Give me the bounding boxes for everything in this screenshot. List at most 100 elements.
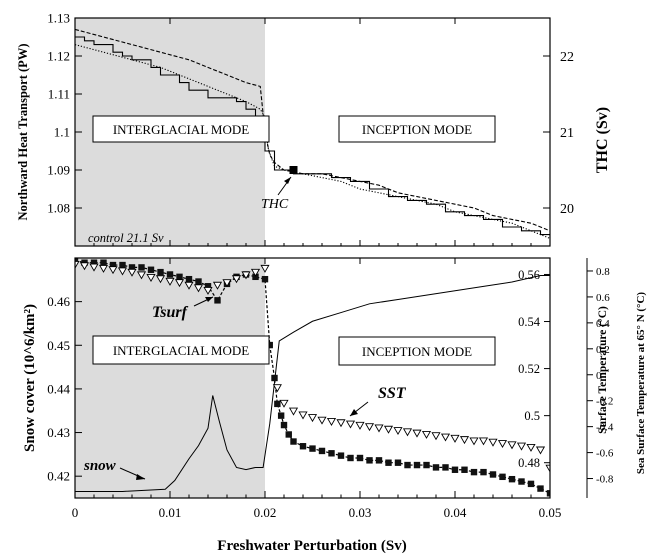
- sst-point-33: [383, 425, 394, 434]
- tsurf-point-10: [166, 271, 174, 278]
- top-left-tick-label-1: 1.09: [47, 163, 70, 178]
- sst-point-2: [89, 263, 99, 272]
- interglacial-mode-label-top: INTERGLACIAL MODE: [113, 122, 249, 137]
- sst-point-45: [497, 440, 508, 449]
- inception-mode-box-top: [338, 115, 496, 143]
- bottom-y3-tick-label-0: -0.8: [596, 474, 614, 486]
- tsurf-point-44: [451, 466, 459, 473]
- interglacial-mode-label-bottom: INTERGLACIAL MODE: [113, 343, 249, 358]
- tsurf-point-35: [366, 457, 373, 464]
- snow-line: [75, 274, 550, 492]
- x-tick-label-0: 0: [72, 505, 79, 520]
- sst-point-40: [450, 434, 460, 443]
- sst-point-42: [469, 437, 479, 446]
- tsurf-point-47: [480, 468, 487, 476]
- top-series-line-1: [75, 28, 550, 232]
- sst-point-29: [345, 420, 356, 429]
- sst-point-43: [478, 437, 489, 446]
- thc-annotation: THC: [261, 197, 289, 212]
- tsurf-arrowhead: [205, 297, 213, 302]
- sst-point-28: [336, 419, 346, 428]
- interglacial-mode-box-top: [92, 115, 270, 143]
- thc-arrowhead: [284, 177, 291, 184]
- bottom-y3-tick-label-8: 0.8: [596, 266, 610, 278]
- tsurf-point-5: [119, 261, 126, 269]
- tsurf-annotation: Tsurf: [152, 304, 189, 321]
- sst-point-9: [155, 275, 166, 284]
- top-right-tick-label-1: 21: [560, 126, 574, 141]
- top-left-axis-title: Northward Heat Transport (PW): [16, 44, 30, 221]
- tsurf-point-21: [266, 341, 273, 349]
- tsurf-point-15: [214, 297, 221, 304]
- bottom-y3-tick-label-7: 0.6: [596, 292, 610, 304]
- sst-point-7: [136, 271, 147, 280]
- snow-annotation: snow: [83, 458, 117, 474]
- inception-mode-label-top: INCEPTION MODE: [362, 122, 472, 137]
- tsurf-point-34: [356, 454, 364, 462]
- sst-point-48: [526, 443, 536, 452]
- tsurf-point-29: [309, 445, 316, 452]
- sst-point-41: [459, 436, 470, 445]
- x-tick-label-3: 0.03: [349, 505, 372, 520]
- bottom-left-axis-title: Snow cover (10^6/km²): [22, 304, 38, 452]
- top-right-tick-label-2: 22: [560, 50, 574, 65]
- tsurf-point-33: [347, 454, 354, 462]
- sst-point-25: [307, 414, 318, 423]
- x-axis-title: Freshwater Perturbation (Sv): [217, 538, 406, 554]
- tsurf-point-30: [318, 447, 326, 455]
- sst-point-32: [374, 424, 384, 433]
- sst-point-4: [108, 266, 118, 275]
- snow-arrowhead: [136, 474, 145, 480]
- tsurf-point-52: [527, 480, 535, 488]
- tsurf-point-42: [432, 464, 440, 471]
- tsurf-point-45: [461, 466, 468, 473]
- x-tick-label-4: 0.04: [444, 505, 467, 520]
- tsurf-point-13: [195, 278, 202, 285]
- sst-point-13: [193, 284, 204, 293]
- sst-point-49: [535, 446, 546, 455]
- sst-point-0: [75, 261, 80, 269]
- sst-point-24: [298, 411, 308, 420]
- x-tick-label-1: 0.01: [159, 505, 182, 520]
- tsurf-point-40: [413, 461, 421, 469]
- sst-point-38: [431, 432, 441, 441]
- x-tick-label-5: 0.05: [539, 505, 562, 520]
- tsurf-point-43: [442, 464, 449, 471]
- top-left-tick-label-0: 1.08: [47, 201, 70, 216]
- sst-point-19: [250, 268, 261, 277]
- bottom-y3-axis-title: Sea Surface Temperature at 65° N (°C): [635, 292, 647, 474]
- tsurf-point-24: [277, 412, 285, 419]
- bottom-left-tick-label-2: 0.44: [47, 381, 70, 396]
- bottom-left-tick-label-4: 0.46: [47, 294, 70, 309]
- tsurf-point-48: [489, 471, 497, 478]
- sst-point-1: [79, 262, 90, 271]
- bottom-y2-tick-label-2: 0.52: [518, 362, 540, 376]
- top-marker-point: [289, 166, 298, 174]
- inception-mode-box-bottom: [338, 336, 496, 366]
- sst-point-5: [117, 267, 128, 276]
- bottom-y2-tick-label-3: 0.54: [518, 315, 541, 329]
- sst-point-50: [545, 464, 550, 473]
- tsurf-point-12: [185, 275, 193, 283]
- tsurf-point-36: [375, 457, 383, 464]
- tsurf-point-25: [280, 421, 288, 429]
- tsurf-point-32: [337, 452, 345, 459]
- bottom-y3-tick-label-6: 0.4: [596, 318, 610, 330]
- sst-point-12: [184, 281, 194, 290]
- tsurf-point-23: [274, 400, 281, 408]
- tsurf-point-38: [394, 459, 402, 466]
- bottom-y2-tick-label-1: 0.5: [524, 409, 540, 423]
- tsurf-point-26: [285, 431, 292, 438]
- interglacial-mode-box-bottom: [92, 335, 270, 365]
- sst-point-16: [222, 279, 232, 288]
- sst-point-23: [288, 407, 299, 416]
- bottom-panel-series: [75, 258, 550, 497]
- top-left-tick-label-5: 1.13: [47, 11, 70, 26]
- tsurf-point-9: [157, 268, 164, 276]
- sst-point-34: [393, 427, 403, 436]
- interglacial-shaded-region-bottom: [75, 258, 265, 498]
- sst-point-47: [516, 442, 527, 451]
- axis-ticks: 0 0.01 0.02 0.03 0.04 0.05 1.08 1.09 1.1 1.11 1.12…: [47, 11, 614, 521]
- tsurf-point-41: [423, 461, 430, 469]
- bottom-y3-tick-label-4: 0: [596, 370, 602, 382]
